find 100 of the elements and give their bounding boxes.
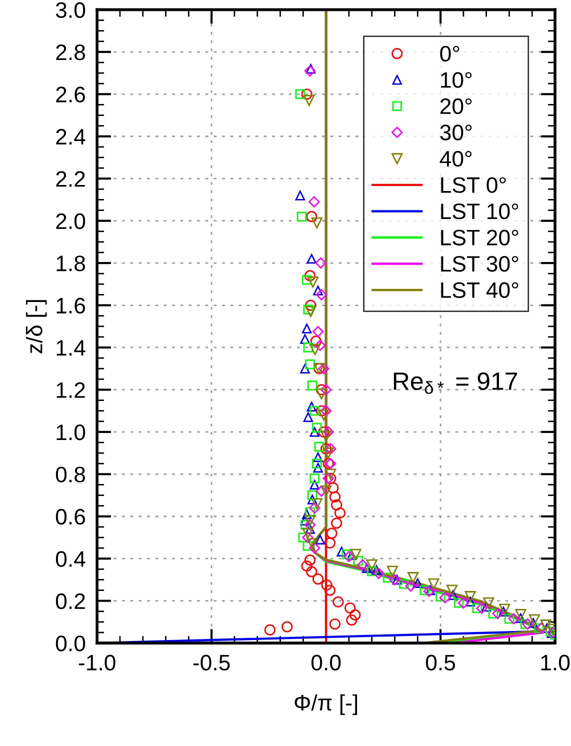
point [446, 584, 458, 596]
point [344, 602, 356, 614]
point [307, 380, 318, 390]
point [311, 217, 322, 228]
point [366, 559, 378, 570]
legend-label: LST 40° [441, 282, 518, 298]
point [465, 596, 476, 607]
y-tick-label: 1.4 [56, 340, 86, 356]
point [320, 430, 332, 442]
point [325, 468, 336, 480]
point [301, 560, 312, 572]
legend-label: 10° [441, 72, 472, 88]
x-axis-title: Φ/π [-] [294, 694, 358, 716]
point [332, 596, 344, 608]
point [320, 443, 332, 454]
point [310, 336, 322, 347]
point [331, 499, 342, 511]
y-tick-label: 3.0 [56, 2, 86, 18]
y-axis-title: z/δ [-] [26, 300, 47, 354]
point [312, 326, 324, 338]
point [303, 304, 314, 314]
point [318, 362, 330, 374]
point [316, 289, 328, 300]
point [540, 620, 552, 631]
y-tick-label: 1.6 [56, 298, 85, 314]
point [488, 608, 498, 618]
point [350, 548, 362, 560]
point [306, 211, 318, 222]
point [316, 388, 328, 400]
point [520, 619, 530, 629]
point [389, 574, 400, 586]
point [331, 518, 342, 529]
point [454, 598, 464, 608]
point [314, 442, 324, 452]
x-tick-label: -0.5 [193, 654, 230, 670]
point [312, 458, 322, 468]
point [301, 88, 312, 100]
point [458, 597, 470, 609]
point [312, 574, 324, 585]
point [476, 602, 488, 614]
point [303, 342, 314, 352]
point [372, 565, 382, 575]
point [305, 300, 316, 311]
y-tick-label: 2.2 [56, 171, 85, 187]
point [316, 384, 328, 396]
point [313, 286, 323, 296]
point [320, 485, 332, 497]
legend-label: 40° [440, 150, 472, 167]
point [366, 566, 377, 576]
point [304, 270, 316, 282]
point [303, 412, 314, 422]
point [357, 559, 368, 571]
point [305, 507, 315, 518]
point [308, 196, 320, 208]
point [325, 472, 336, 484]
point [362, 563, 372, 573]
x-tick-label: 1.0 [541, 654, 570, 670]
point [328, 482, 339, 494]
point [318, 426, 330, 438]
point [305, 360, 315, 370]
point [405, 580, 416, 592]
point [306, 402, 316, 412]
point [314, 340, 326, 351]
point [308, 502, 320, 514]
point [515, 608, 526, 620]
point [300, 334, 310, 344]
point [420, 585, 430, 596]
point [412, 578, 422, 588]
point [305, 306, 316, 318]
point [307, 494, 318, 504]
point [310, 474, 320, 484]
point [392, 574, 402, 585]
point [295, 190, 306, 200]
point [306, 566, 318, 578]
point [350, 609, 361, 621]
point [464, 591, 476, 602]
point [307, 490, 318, 500]
point [481, 602, 492, 612]
point [492, 608, 504, 620]
point [322, 447, 334, 459]
point [306, 254, 316, 264]
point [324, 537, 336, 549]
point [320, 405, 332, 416]
y-tick-label: 2.6 [56, 86, 85, 102]
x-tick-label: 0.5 [426, 654, 456, 670]
point [329, 618, 341, 630]
point [304, 519, 316, 530]
point [316, 405, 328, 416]
point [346, 614, 358, 626]
point [322, 458, 334, 470]
legend-label: LST 0° [441, 177, 506, 193]
point [304, 94, 315, 106]
point [305, 524, 315, 534]
point [318, 409, 330, 421]
point [300, 364, 310, 374]
point [483, 597, 494, 608]
point [436, 592, 446, 602]
point [300, 520, 310, 530]
point [310, 427, 320, 437]
point [322, 472, 334, 484]
